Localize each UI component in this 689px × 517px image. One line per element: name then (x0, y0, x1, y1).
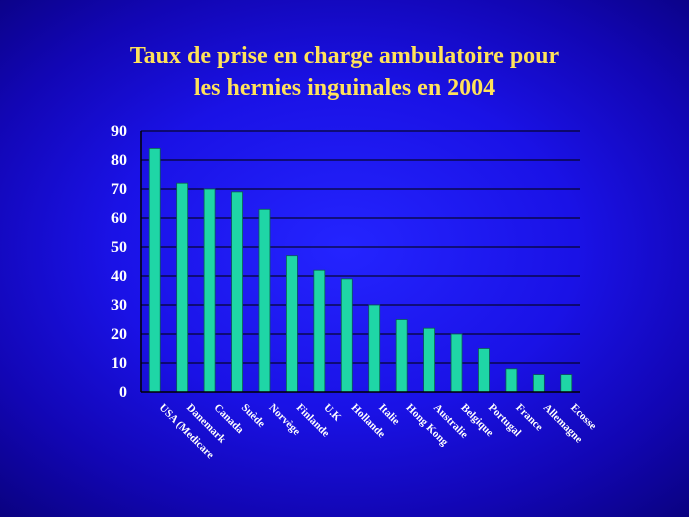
y-tick-labels: 0 10 20 30 40 50 60 70 80 90 (111, 123, 127, 401)
chart-title: Taux de prise en charge ambulatoire pour… (0, 40, 689, 104)
bar (313, 269, 326, 393)
bar (532, 374, 545, 393)
bar (450, 333, 463, 393)
bar (560, 374, 573, 393)
y-tick-label: 50 (111, 239, 127, 256)
y-tick-label: 20 (111, 326, 127, 343)
bar (148, 147, 161, 393)
y-tick-label: 90 (111, 123, 127, 140)
axes (140, 131, 580, 393)
chart-title-line-1: Taux de prise en charge ambulatoire pour (129, 43, 560, 69)
bar (478, 348, 490, 393)
bar (286, 255, 298, 393)
y-tick-label: 10 (111, 355, 127, 372)
chart-title-line-2: les hernies inguinales en 2004 (193, 75, 496, 101)
bar (395, 319, 408, 393)
bar (368, 304, 381, 393)
bar (258, 208, 271, 393)
bar (203, 188, 216, 393)
y-tick-label: 60 (111, 210, 127, 227)
y-tick-label: 40 (111, 268, 127, 285)
y-tick-label: 70 (111, 181, 127, 198)
bar (340, 278, 353, 393)
bar (423, 327, 435, 393)
bar (505, 368, 518, 393)
y-tick-label: 30 (111, 297, 127, 314)
bar (176, 182, 189, 393)
y-tick-label: 80 (111, 152, 127, 169)
bars (148, 147, 573, 393)
y-tick-label: 0 (119, 384, 127, 401)
x-tick-label: U.K (321, 402, 343, 424)
bar (231, 191, 243, 393)
